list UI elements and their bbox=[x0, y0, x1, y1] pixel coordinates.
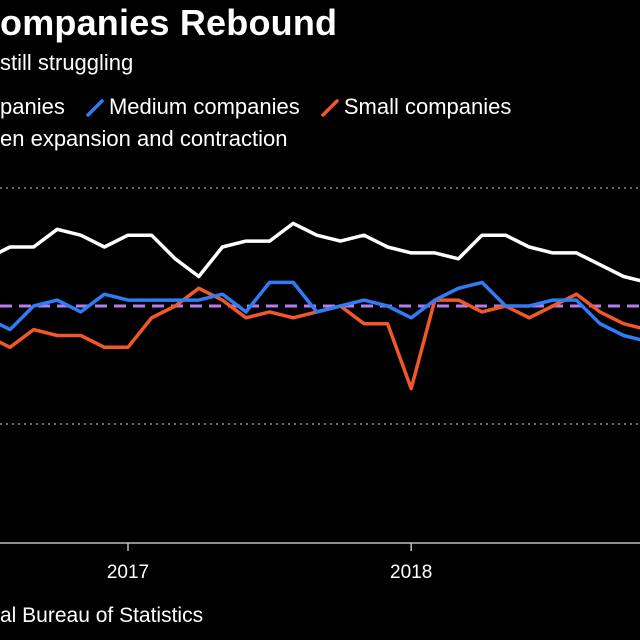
x-tick-label-0: 2017 bbox=[107, 562, 149, 583]
chart-subtitle: still struggling bbox=[0, 50, 134, 75]
x-tick-labels: 2017 2018 bbox=[107, 543, 432, 583]
series-line-large bbox=[0, 221, 640, 283]
legend-entry-large: panies bbox=[0, 94, 65, 120]
legend-label-small: Small companies bbox=[343, 94, 512, 119]
legend-entry-threshold: en expansion and contraction bbox=[0, 126, 287, 152]
chart-title: ompanies Rebound bbox=[0, 2, 338, 43]
legend-entry-medium: Medium companies bbox=[85, 94, 300, 120]
series-line-medium bbox=[0, 280, 640, 342]
source-note: al Bureau of Statistics bbox=[0, 604, 204, 627]
legend-swatch-medium-icon bbox=[86, 99, 104, 117]
legend-label-large: panies bbox=[0, 94, 65, 119]
series-lines bbox=[0, 221, 640, 391]
legend-label-medium: Medium companies bbox=[108, 94, 300, 119]
legend: panies Medium companies Small companies bbox=[0, 94, 525, 120]
legend-entry-small: Small companies bbox=[320, 94, 512, 120]
gridlines bbox=[0, 187, 640, 425]
x-tick-label-1: 2018 bbox=[390, 562, 432, 583]
legend-label-threshold: en expansion and contraction bbox=[0, 126, 288, 151]
legend-swatch-small-icon bbox=[321, 99, 339, 117]
